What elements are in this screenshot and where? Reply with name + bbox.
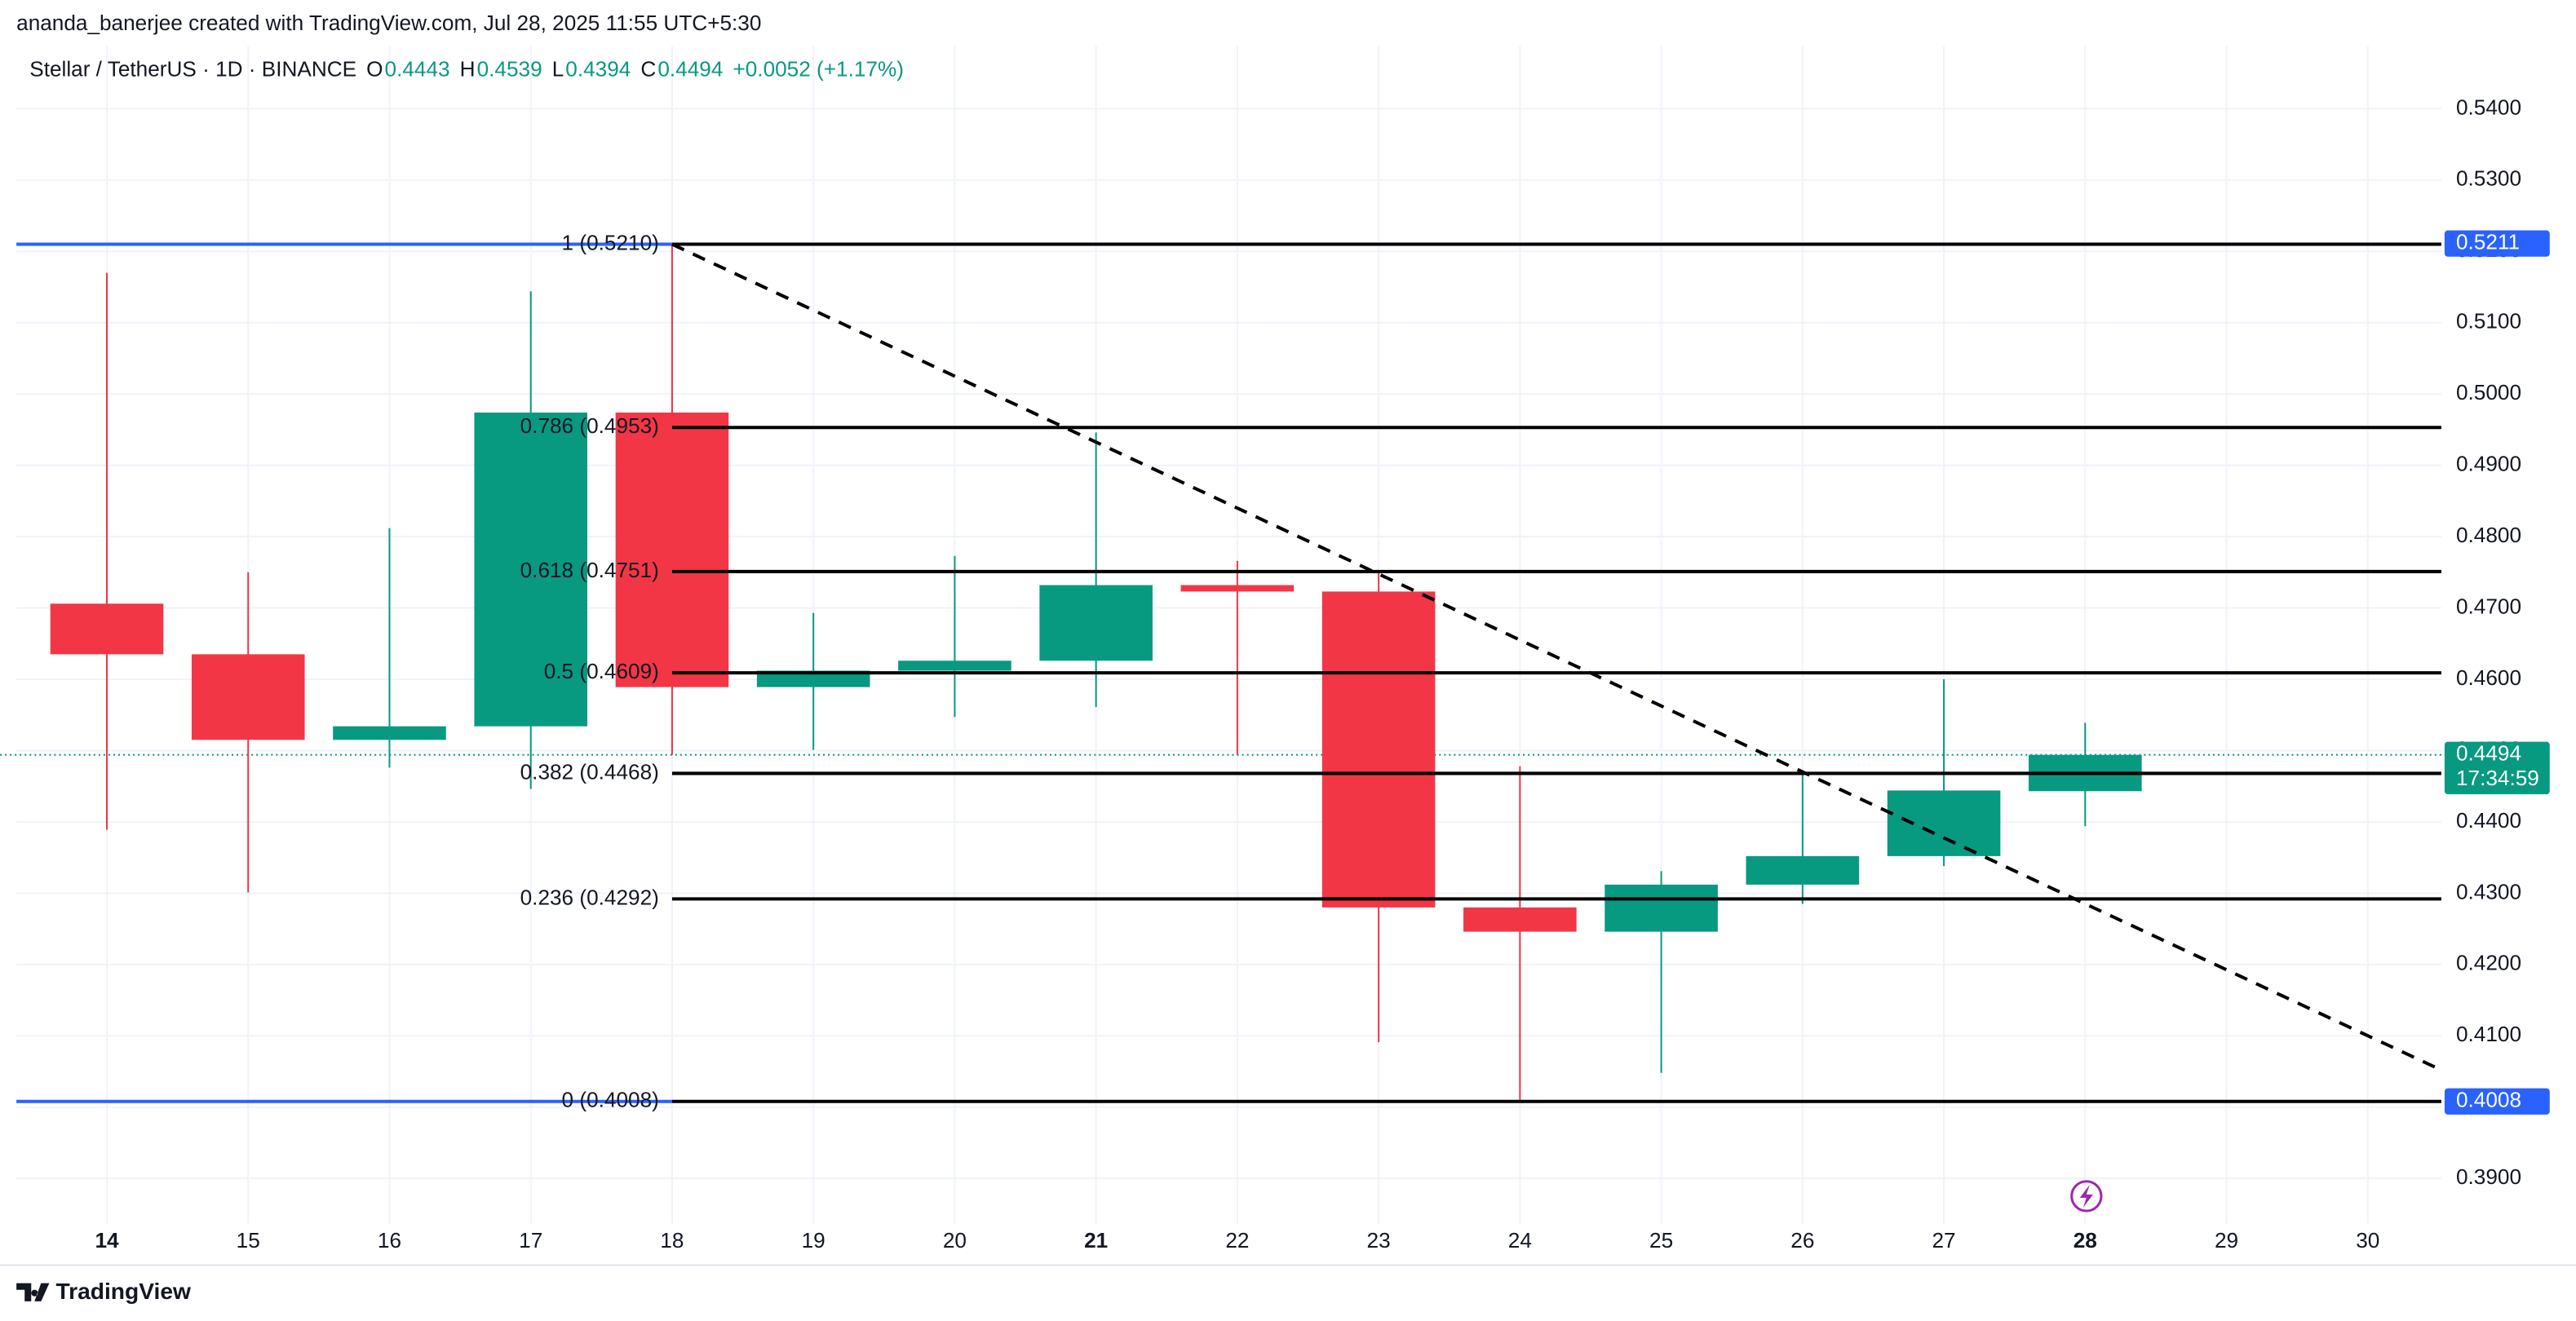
plot: 1 (0.5210) 0.786 (0.4953) 0.618 (0.4751) 0.… — [0, 230, 2442, 1112]
x-tick-label: 17 — [519, 1228, 542, 1253]
x-tick-label: 15 — [237, 1228, 260, 1253]
candle-body — [756, 670, 870, 687]
candle-body — [1039, 585, 1153, 661]
legend-key: L — [552, 57, 564, 82]
legend-key: C — [640, 57, 656, 82]
x-tick-label: 28 — [2074, 1228, 2097, 1253]
x-tick-label: 23 — [1367, 1228, 1391, 1253]
y-tick-label: 0.5300 — [2456, 166, 2521, 191]
y-tick-label: 0.4900 — [2456, 452, 2521, 476]
fib-label: 0.786 (0.4953) — [520, 413, 659, 438]
fib-label: 0.618 (0.4751) — [520, 558, 659, 582]
legend-value: 0.4443 — [385, 57, 450, 82]
x-tick-label: 18 — [660, 1228, 684, 1253]
price-marker — [2444, 1088, 2550, 1115]
candle-body — [1604, 884, 1718, 932]
y-tick-label: 0.4700 — [2456, 594, 2521, 618]
price-marker-label: 0.4494 — [2456, 741, 2521, 766]
fib-label: 1 (0.5210) — [562, 230, 659, 254]
candle-body — [1746, 855, 1860, 885]
candle-body — [1887, 790, 2001, 856]
legend-value: 0.4539 — [477, 57, 542, 82]
price-marker-label: 0.4008 — [2456, 1088, 2521, 1112]
y-tick-label: 0.5400 — [2456, 95, 2521, 119]
fib-label: 0.5 (0.4609) — [544, 659, 659, 683]
legend-change: +0.0052 (+1.17%) — [733, 57, 903, 82]
trendline — [671, 242, 2442, 1072]
x-tick-label: 24 — [1508, 1228, 1532, 1253]
x-tick-label: 22 — [1225, 1228, 1249, 1253]
candle-body — [1180, 585, 1295, 592]
y-tick-label: 0.4200 — [2456, 951, 2521, 975]
legend-value: 0.4394 — [565, 57, 631, 82]
candle-body — [615, 412, 729, 687]
price-marker — [2444, 741, 2550, 795]
credit: ananda_banerjee created with TradingView… — [16, 11, 761, 35]
legend-key: H — [460, 57, 476, 82]
price-marker-label: 0.5211 — [2456, 230, 2520, 254]
x-tick-label: 30 — [2356, 1228, 2379, 1253]
y-tick-label: 0.4600 — [2456, 665, 2521, 690]
candle-body — [898, 660, 1011, 671]
y-tick-label: 0.5000 — [2456, 380, 2521, 404]
x-tick-label: 14 — [95, 1228, 119, 1253]
y-tick-label: 0.4100 — [2456, 1022, 2521, 1046]
candle-body — [474, 412, 588, 727]
candle-body — [1463, 907, 1577, 932]
legend-value: 0.4494 — [657, 57, 723, 82]
price-marker — [2444, 230, 2550, 257]
x-tick-label: 29 — [2215, 1228, 2238, 1253]
fib-label: 0.236 (0.4292) — [520, 885, 659, 909]
y-tick-label: 0.4300 — [2456, 879, 2521, 903]
x-tick-label: 20 — [943, 1228, 967, 1253]
lightning-icon — [2070, 1180, 2103, 1213]
x-tick-label: 27 — [1932, 1228, 1956, 1253]
y-tick-label: 0.5100 — [2456, 309, 2521, 334]
fib-label: 0.382 (0.4468) — [520, 759, 659, 784]
x-tick-label: 26 — [1790, 1228, 1814, 1253]
y-tick-label: 0.4800 — [2456, 523, 2521, 547]
fib-label: 0 (0.4008) — [562, 1088, 659, 1112]
x-tick-label: 25 — [1649, 1228, 1673, 1253]
logo — [16, 1283, 50, 1301]
y-tick-label: 0.3900 — [2456, 1164, 2521, 1189]
legend-key: O — [366, 57, 383, 82]
x-tick-label: 16 — [378, 1228, 401, 1253]
brand: TradingView — [55, 1278, 191, 1304]
legend-title: Stellar / TetherUS · 1D · BINANCE — [29, 57, 356, 82]
countdown: 17:34:59 — [2456, 766, 2539, 790]
candle-body — [191, 654, 305, 740]
y-tick-label: 0.4400 — [2456, 808, 2521, 833]
candle-body — [1321, 591, 1436, 908]
x-tick-label: 19 — [802, 1228, 825, 1253]
legend: Stellar / TetherUS · 1D · BINANCE O 0.4443… — [29, 57, 904, 82]
candle-body — [50, 603, 164, 655]
x-tick-label: 21 — [1084, 1228, 1108, 1253]
candle-body — [333, 726, 446, 740]
